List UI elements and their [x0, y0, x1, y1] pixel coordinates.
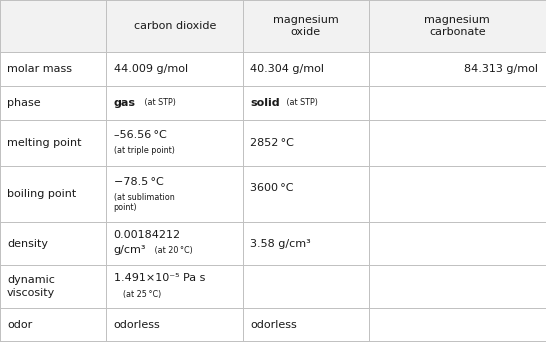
Text: (at triple point): (at triple point) [114, 147, 174, 155]
Text: (at STP): (at STP) [142, 98, 176, 108]
Text: magnesium
oxide: magnesium oxide [273, 15, 339, 37]
Text: phase: phase [7, 98, 41, 108]
Text: (at 25 °C): (at 25 °C) [123, 290, 162, 299]
Text: carbon dioxide: carbon dioxide [134, 21, 216, 31]
Text: odor: odor [7, 320, 32, 329]
Text: (at 20 °C): (at 20 °C) [153, 246, 193, 254]
Text: melting point: melting point [7, 138, 81, 148]
Bar [243, 0, 369, 52]
Text: 2852 °C: 2852 °C [250, 138, 294, 148]
Text: g/cm³: g/cm³ [114, 245, 146, 255]
Text: magnesium
carbonate: magnesium carbonate [424, 15, 490, 37]
Text: 44.009 g/mol: 44.009 g/mol [114, 64, 188, 74]
Text: point): point) [114, 203, 137, 212]
Bar [106, 0, 243, 52]
Bar [369, 0, 546, 52]
Text: 40.304 g/mol: 40.304 g/mol [250, 64, 324, 74]
Text: odorless: odorless [250, 320, 297, 329]
Text: (at STP): (at STP) [284, 98, 318, 108]
Text: −78.5 °C: −78.5 °C [114, 177, 163, 187]
Text: solid: solid [250, 98, 280, 108]
Text: density: density [7, 239, 48, 249]
Text: dynamic
viscosity: dynamic viscosity [7, 275, 55, 298]
Text: 84.313 g/mol: 84.313 g/mol [464, 64, 538, 74]
Text: gas: gas [114, 98, 135, 108]
Text: 1.491×10⁻⁵ Pa s: 1.491×10⁻⁵ Pa s [114, 273, 205, 283]
Text: 0.00184212: 0.00184212 [114, 230, 181, 240]
Text: 3600 °C: 3600 °C [250, 183, 294, 193]
Text: molar mass: molar mass [7, 64, 72, 74]
Text: boiling point: boiling point [7, 189, 76, 199]
Bar [0, 0, 106, 52]
Text: –56.56 °C: –56.56 °C [114, 130, 167, 140]
Text: 3.58 g/cm³: 3.58 g/cm³ [250, 239, 311, 249]
Text: odorless: odorless [114, 320, 161, 329]
Text: (at sublimation: (at sublimation [114, 193, 174, 202]
